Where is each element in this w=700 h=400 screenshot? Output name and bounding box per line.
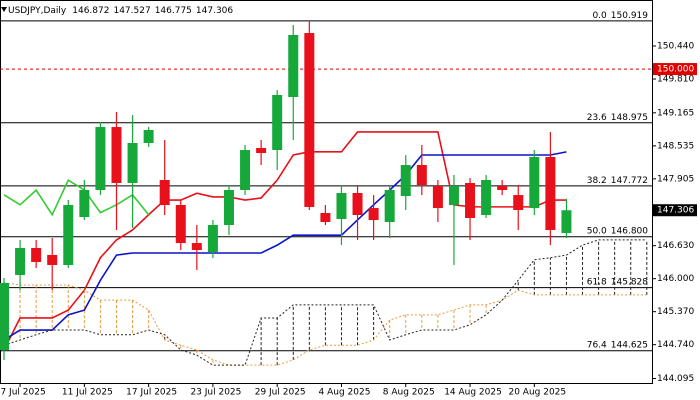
chart-header: USDJPY,Daily 146.872 147.527 146.775 147.306 bbox=[8, 6, 233, 16]
header-close: 147.306 bbox=[196, 6, 233, 16]
candle-body bbox=[400, 165, 411, 197]
y-tick-label: 148.535 bbox=[657, 141, 694, 151]
y-tick-label: 146.000 bbox=[657, 274, 694, 284]
x-tick-label: 29 Jul 2025 bbox=[255, 388, 306, 398]
indicator-line bbox=[3, 178, 150, 217]
fib-ratio: 38.2 bbox=[587, 175, 607, 185]
y-tick-label: 147.905 bbox=[657, 174, 694, 184]
level-box bbox=[653, 63, 697, 76]
fib-label: 38.2 147.772 bbox=[587, 175, 648, 185]
header-low: 146.775 bbox=[155, 6, 192, 16]
plot-frame bbox=[0, 0, 653, 384]
fib-price: 148.975 bbox=[611, 112, 648, 122]
x-tick-label: 17 Jul 2025 bbox=[126, 388, 177, 398]
candle-body bbox=[304, 33, 315, 207]
candle-body bbox=[223, 190, 234, 226]
x-tick-label: 4 Aug 2025 bbox=[319, 388, 371, 398]
candle-body bbox=[159, 179, 170, 205]
candle-body bbox=[15, 248, 26, 276]
fib-label: 0.0 150.919 bbox=[592, 10, 648, 20]
candle-body bbox=[288, 35, 299, 97]
candle-body bbox=[545, 156, 556, 230]
x-tick-label: 11 Jul 2025 bbox=[62, 388, 113, 398]
x-tick-label: 20 Aug 2025 bbox=[508, 388, 566, 398]
candle-body bbox=[529, 156, 540, 209]
candle-body bbox=[0, 283, 9, 350]
y-tick-label: 149.810 bbox=[657, 75, 694, 85]
candle-body bbox=[79, 190, 90, 217]
candle-body bbox=[256, 147, 267, 154]
fib-label: 61.8 145.828 bbox=[587, 277, 649, 287]
candle-body bbox=[432, 186, 443, 209]
y-tick-label: 144.095 bbox=[657, 374, 694, 384]
fib-price: 147.772 bbox=[611, 175, 648, 185]
candle-body bbox=[336, 192, 347, 219]
fib-price: 145.828 bbox=[611, 277, 648, 287]
x-tick-label: 8 Aug 2025 bbox=[383, 388, 435, 398]
y-tick-label: 144.740 bbox=[657, 340, 694, 350]
candle-body bbox=[143, 130, 154, 144]
candle-body bbox=[207, 225, 218, 252]
candle-body bbox=[513, 195, 524, 211]
candle-body bbox=[384, 190, 395, 223]
header-open: 146.872 bbox=[72, 6, 109, 16]
header-arrow bbox=[1, 7, 7, 12]
candle-body bbox=[352, 192, 363, 216]
y-tick-label: 149.165 bbox=[657, 108, 694, 118]
y-tick-label: 150.440 bbox=[657, 42, 694, 52]
fib-label: 50.0 146.800 bbox=[587, 226, 649, 236]
candle-body bbox=[561, 210, 572, 233]
candle-body bbox=[175, 204, 186, 244]
candle-body bbox=[95, 127, 106, 191]
candle-body bbox=[31, 248, 42, 263]
candle-body bbox=[448, 186, 459, 205]
fib-price: 150.919 bbox=[611, 10, 648, 20]
x-tick-label: 23 Jul 2025 bbox=[190, 388, 241, 398]
indicator-line bbox=[3, 151, 567, 341]
candle-body bbox=[191, 243, 202, 251]
candle-body bbox=[416, 165, 427, 186]
candle-body bbox=[47, 254, 58, 265]
candle-body bbox=[320, 213, 331, 223]
candle-body bbox=[111, 127, 122, 183]
fib-ratio: 61.8 bbox=[587, 277, 607, 287]
x-tick-label: 7 Jul 2025 bbox=[0, 388, 45, 398]
price-box bbox=[653, 204, 697, 217]
fib-price: 146.800 bbox=[611, 226, 648, 236]
price-label: 147.306 bbox=[657, 206, 694, 216]
fib-ratio: 23.6 bbox=[587, 112, 607, 122]
y-tick-label: 145.370 bbox=[657, 307, 694, 317]
candle-body bbox=[465, 182, 476, 218]
candle-body bbox=[240, 150, 251, 191]
y-tick-label: 146.630 bbox=[657, 241, 694, 251]
candle-body bbox=[497, 186, 508, 191]
candle-body bbox=[63, 204, 74, 265]
chart-title: USDJPY,Daily bbox=[8, 6, 67, 16]
candle-body bbox=[272, 95, 283, 151]
fib-ratio: 76.4 bbox=[587, 340, 607, 350]
level-label: 150.000 bbox=[657, 65, 694, 75]
x-tick-label: 14 Aug 2025 bbox=[444, 388, 502, 398]
indicator-line bbox=[3, 239, 647, 366]
fib-ratio: 50.0 bbox=[587, 226, 607, 236]
fib-label: 76.4 144.625 bbox=[587, 340, 648, 350]
fib-price: 144.625 bbox=[611, 340, 648, 350]
candle-body bbox=[127, 143, 138, 183]
candle-body bbox=[481, 179, 492, 216]
fib-label: 23.6 148.975 bbox=[587, 112, 648, 122]
fib-ratio: 0.0 bbox=[592, 10, 607, 20]
candle-body bbox=[368, 208, 379, 221]
header-high: 147.527 bbox=[113, 6, 150, 16]
